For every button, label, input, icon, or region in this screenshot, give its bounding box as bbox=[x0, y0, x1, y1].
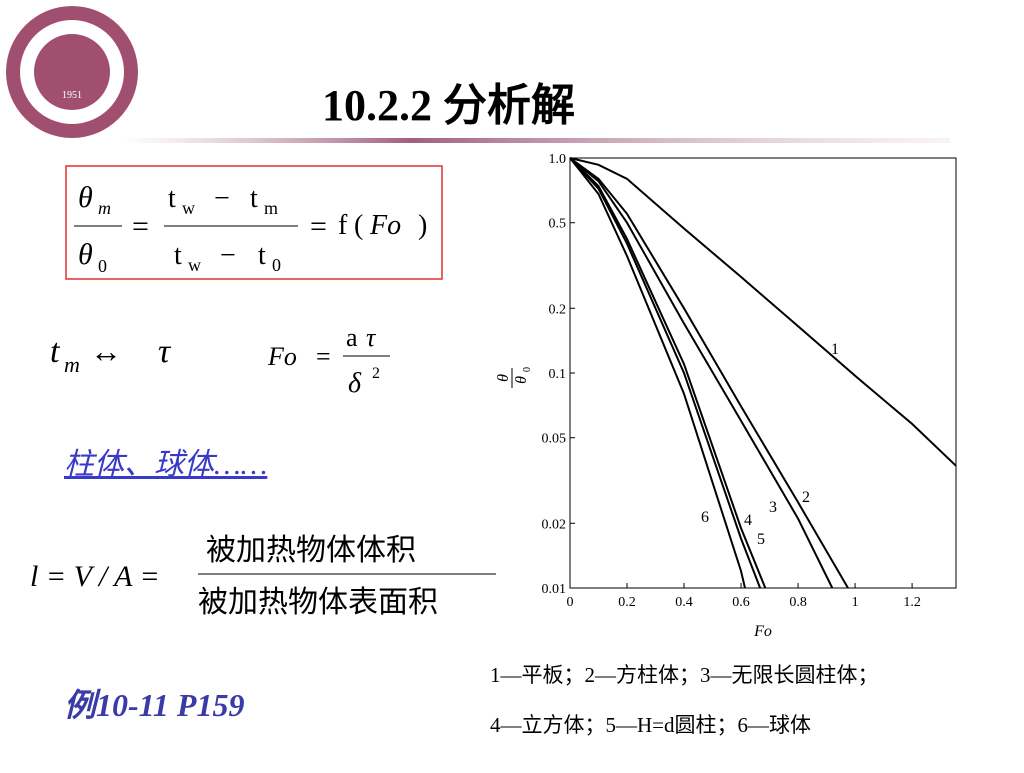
series-line bbox=[569, 157, 762, 589]
formula-text: 被加热物体体积 bbox=[206, 534, 416, 567]
formula-1: θ m θ 0 = t w − t m t w − t 0 = f ( Fo ) bbox=[65, 165, 443, 280]
series-line bbox=[569, 157, 746, 589]
formula-text: − bbox=[214, 183, 230, 214]
formula-text: l = V / A = bbox=[30, 560, 160, 593]
series-line bbox=[569, 157, 849, 589]
formula-text: θ bbox=[78, 238, 93, 271]
y-tick-label: 0.1 bbox=[549, 367, 567, 382]
curve-label: 6 bbox=[701, 509, 709, 526]
formula-text: w bbox=[182, 198, 195, 218]
x-tick-label: 0.6 bbox=[732, 595, 750, 610]
x-tick-label: 1 bbox=[852, 595, 859, 610]
series-line bbox=[569, 157, 957, 467]
example-text: 例10-11 P159 bbox=[64, 687, 244, 723]
formula-4: l = V / A = 被加热物体体积 被加热物体表面积 bbox=[30, 534, 496, 619]
y-axis-label-den: θ bbox=[513, 376, 530, 384]
x-axis-label: Fo bbox=[753, 623, 772, 640]
formula-text: t bbox=[50, 333, 61, 370]
curve-label: 5 bbox=[757, 531, 765, 548]
formula-text: 0 bbox=[98, 256, 107, 276]
formula-text: τ bbox=[366, 323, 377, 352]
curve-label: 1 bbox=[831, 341, 839, 358]
formula-text: t bbox=[258, 240, 266, 271]
formula-text: = bbox=[132, 210, 149, 243]
formula-text: t bbox=[168, 183, 176, 214]
series-line bbox=[569, 157, 834, 589]
formula-text: δ bbox=[348, 368, 362, 399]
chart: 0.01 0.02 0.05 0.1 0.2 0.5 1.0 0 0.2 0.4 0.6 0.8 1 1.… bbox=[495, 152, 957, 640]
y-tick-label: 0.01 bbox=[542, 582, 567, 597]
y-axis-label: θ θ 0 bbox=[495, 367, 533, 388]
formula-text: 2 bbox=[372, 365, 380, 382]
formula-text: w bbox=[188, 255, 201, 275]
x-tick-label: 0.8 bbox=[789, 595, 807, 610]
note-text: 4—立方体；5—H=d圆柱；6—球体 bbox=[490, 713, 811, 737]
formula-text: t bbox=[250, 183, 258, 214]
formula-3: Fo = a τ δ 2 bbox=[267, 323, 390, 399]
formula-text: m bbox=[264, 198, 278, 218]
formula-text: t bbox=[174, 240, 182, 271]
formula-text: ↔ bbox=[90, 333, 122, 369]
curve-label: 3 bbox=[769, 499, 777, 516]
formula-text: θ bbox=[78, 181, 93, 214]
title-rule bbox=[120, 138, 950, 143]
x-tick-label: 0 bbox=[567, 595, 574, 610]
logo-year: 1951 bbox=[62, 90, 82, 101]
formula-text: m bbox=[64, 352, 80, 377]
formula-text: 0 bbox=[272, 255, 281, 275]
formula-text: a bbox=[346, 323, 358, 352]
y-axis-label-sub: 0 bbox=[522, 367, 533, 372]
y-tick-label: 0.2 bbox=[549, 302, 567, 317]
curve-label: 2 bbox=[802, 489, 810, 506]
series-line bbox=[569, 157, 767, 589]
link-text[interactable]: 柱体、球体…… bbox=[64, 448, 267, 481]
logo: CHONGQING UNIVERSITY OF SCIENCE & TECHNO… bbox=[6, 6, 138, 138]
formula-2: t m ↔ τ bbox=[50, 333, 172, 377]
y-axis-label-num: θ bbox=[495, 374, 512, 382]
formula-text: = bbox=[310, 210, 327, 243]
curve-label: 4 bbox=[744, 512, 752, 529]
formula-text: 被加热物体表面积 bbox=[198, 586, 438, 619]
y-tick-label: 1.0 bbox=[549, 152, 567, 167]
y-tick-label: 0.05 bbox=[542, 432, 567, 447]
formula-box bbox=[65, 165, 443, 280]
y-tick-label: 0.5 bbox=[549, 217, 567, 232]
x-tick-label: 1.2 bbox=[903, 595, 921, 610]
formula-text: Fo bbox=[267, 342, 297, 371]
formula-text: = bbox=[316, 342, 331, 371]
formula-text: τ bbox=[158, 333, 172, 370]
x-tick-label: 0.2 bbox=[618, 595, 636, 610]
formula-text: − bbox=[220, 240, 236, 271]
x-tick-label: 0.4 bbox=[675, 595, 693, 610]
slide-title: 10.2.2 分析解 bbox=[322, 81, 575, 130]
formula-text: f bbox=[338, 210, 348, 241]
y-tick-label: 0.02 bbox=[542, 517, 567, 532]
formula-text: ) bbox=[418, 210, 427, 241]
note-text: 1—平板；2—方柱体；3—无限长圆柱体； bbox=[490, 663, 879, 687]
formula-text: ( bbox=[354, 210, 363, 241]
formula-text: Fo bbox=[369, 210, 401, 241]
formula-text: m bbox=[98, 198, 111, 218]
